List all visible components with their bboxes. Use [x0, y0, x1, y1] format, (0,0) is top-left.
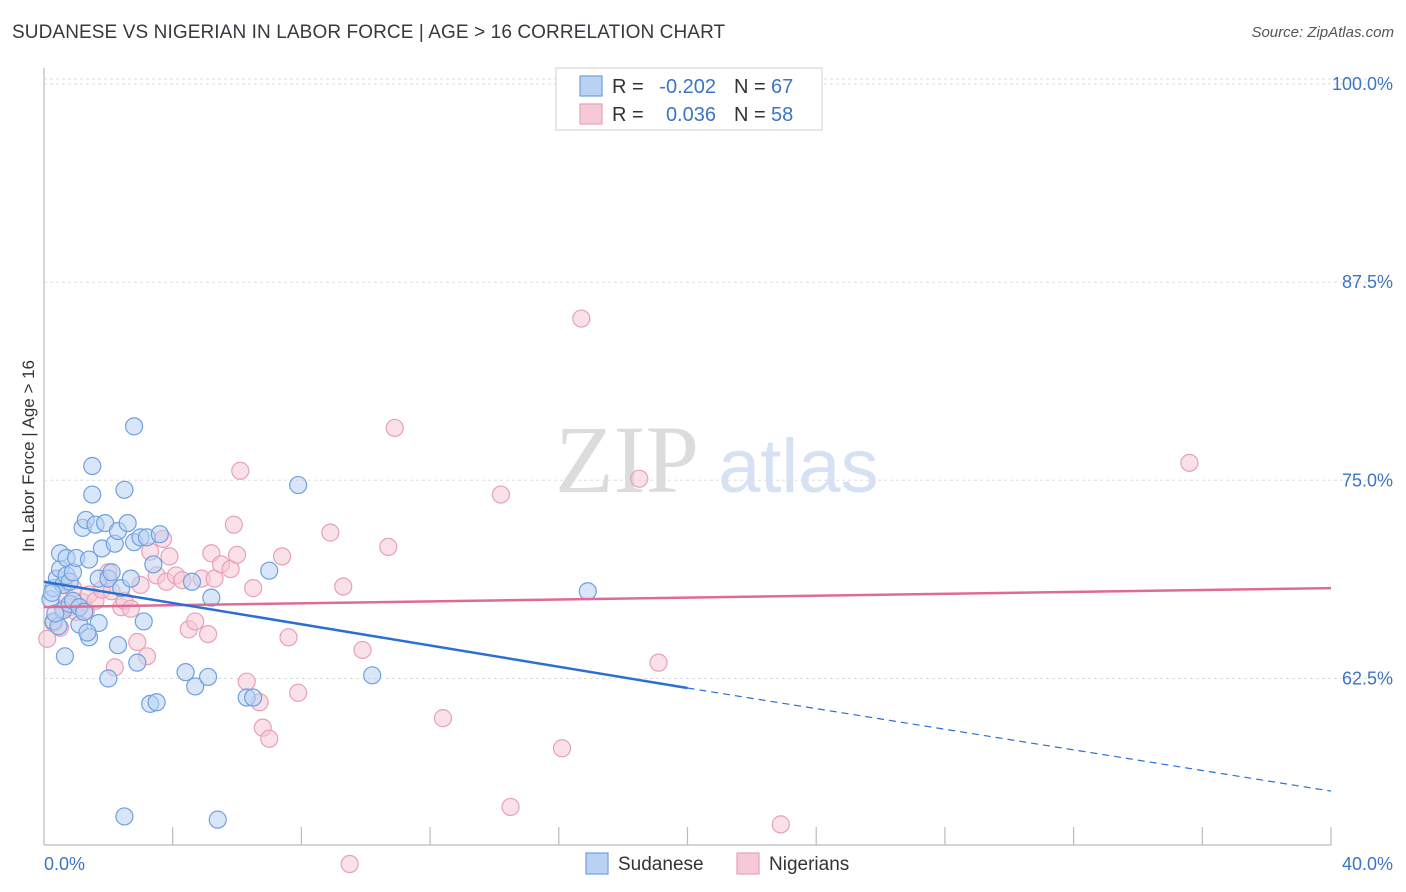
- point-nigerians: [186, 612, 205, 631]
- point-sudanese: [208, 810, 227, 829]
- point-nigerians: [649, 653, 668, 672]
- point-sudanese: [182, 572, 202, 591]
- legend-bottom: Sudanese Nigerians: [585, 852, 849, 875]
- series-sudanese-points: [41, 417, 597, 829]
- legend-r-label-sudanese: R =: [612, 76, 644, 98]
- point-sudanese: [128, 653, 147, 672]
- point-nigerians: [160, 547, 179, 566]
- point-sudanese: [578, 582, 597, 601]
- point-sudanese: [289, 475, 308, 495]
- y-tick-labels: 62.5% 75.0% 87.5% 100.0%: [1332, 74, 1393, 689]
- point-nigerians: [224, 515, 243, 534]
- y-axis-title: In Labor Force | Age > 16: [19, 360, 38, 552]
- point-nigerians: [353, 640, 372, 660]
- chart-title: SUDANESE VS NIGERIAN IN LABOR FORCE | AG…: [12, 22, 726, 43]
- point-nigerians: [491, 485, 510, 504]
- point-nigerians: [552, 739, 572, 758]
- legend-n-value-sudanese: 67: [771, 76, 793, 98]
- trend-lines: [43, 580, 1332, 792]
- point-sudanese: [79, 550, 99, 569]
- point-sudanese: [124, 417, 144, 436]
- x-tick-label-min: 0.0%: [44, 854, 85, 874]
- point-nigerians: [279, 628, 298, 647]
- bottom-legend-swatch-sudanese[interactable]: [585, 852, 609, 875]
- point-nigerians: [260, 729, 279, 748]
- point-nigerians: [272, 547, 292, 566]
- legend-r-value-nigerians: 0.036: [666, 104, 716, 126]
- watermark-atlas: atlas: [718, 424, 879, 509]
- source-credit: Source: ZipAtlas.com: [1251, 24, 1394, 41]
- trend-line-sudanese-extension: [687, 687, 1332, 792]
- point-nigerians: [1180, 453, 1199, 472]
- point-nigerians: [128, 632, 147, 652]
- point-sudanese: [176, 663, 195, 682]
- point-sudanese: [46, 604, 65, 623]
- legend-r-value-sudanese: -0.202: [659, 76, 716, 98]
- point-nigerians: [385, 418, 404, 438]
- gridlines: [44, 78, 1370, 679]
- point-sudanese: [134, 612, 153, 631]
- x-ticks: [172, 827, 1332, 845]
- point-sudanese: [144, 555, 163, 574]
- point-sudanese: [202, 588, 221, 607]
- point-sudanese: [108, 636, 128, 655]
- y-tick-label: 100.0%: [1332, 74, 1393, 94]
- point-sudanese: [78, 623, 97, 642]
- legend-n-label-nigerians: N =: [734, 104, 766, 126]
- point-sudanese: [198, 667, 218, 687]
- point-sudanese: [115, 807, 134, 826]
- y-tick-label: 75.0%: [1342, 470, 1393, 490]
- bottom-legend-swatch-nigerians[interactable]: [736, 852, 760, 875]
- point-sudanese: [102, 563, 121, 582]
- point-sudanese: [115, 480, 134, 499]
- point-sudanese: [99, 669, 118, 688]
- legend-n-value-nigerians: 58: [771, 104, 793, 126]
- point-sudanese: [260, 561, 279, 580]
- point-nigerians: [379, 537, 398, 556]
- point-sudanese: [55, 647, 75, 666]
- point-nigerians: [198, 624, 218, 644]
- point-nigerians: [38, 629, 57, 648]
- point-sudanese: [186, 677, 205, 696]
- trend-line-sudanese: [43, 580, 688, 690]
- legend-r-label-nigerians: R =: [612, 104, 644, 126]
- point-sudanese: [83, 456, 102, 476]
- point-nigerians: [227, 545, 247, 564]
- point-nigerians: [771, 815, 790, 834]
- legend-top: R = -0.202 N = 67 R = 0.036 N = 58: [555, 67, 823, 131]
- y-tick-label: 87.5%: [1342, 272, 1393, 292]
- point-sudanese: [363, 666, 382, 685]
- point-nigerians: [433, 709, 453, 728]
- y-tick-label: 62.5%: [1342, 669, 1393, 689]
- point-nigerians: [121, 599, 140, 618]
- point-nigerians: [237, 672, 256, 691]
- point-sudanese: [244, 688, 263, 707]
- point-nigerians: [289, 683, 308, 702]
- watermark-zip: ZIP: [555, 406, 699, 513]
- point-nigerians: [340, 854, 359, 874]
- point-sudanese: [150, 525, 169, 544]
- point-nigerians: [572, 309, 591, 328]
- point-nigerians: [501, 797, 520, 817]
- legend-n-label-sudanese: N =: [734, 76, 766, 98]
- point-nigerians: [231, 461, 250, 480]
- x-tick-label-max: 40.0%: [1342, 854, 1393, 874]
- point-nigerians: [630, 469, 649, 488]
- point-sudanese: [118, 513, 137, 533]
- point-sudanese: [42, 583, 62, 602]
- legend-swatch-sudanese: [579, 75, 603, 97]
- point-nigerians: [334, 577, 353, 596]
- bottom-legend-label-nigerians[interactable]: Nigerians: [769, 854, 849, 875]
- point-sudanese: [121, 569, 140, 588]
- point-sudanese: [83, 485, 102, 504]
- point-nigerians: [244, 579, 263, 598]
- point-sudanese: [147, 693, 166, 712]
- trend-line-nigerians: [43, 586, 1332, 609]
- point-nigerians: [321, 523, 340, 542]
- watermark: ZIP atlas: [555, 406, 879, 513]
- bottom-legend-label-sudanese[interactable]: Sudanese: [618, 854, 704, 875]
- legend-swatch-nigerians: [579, 103, 603, 125]
